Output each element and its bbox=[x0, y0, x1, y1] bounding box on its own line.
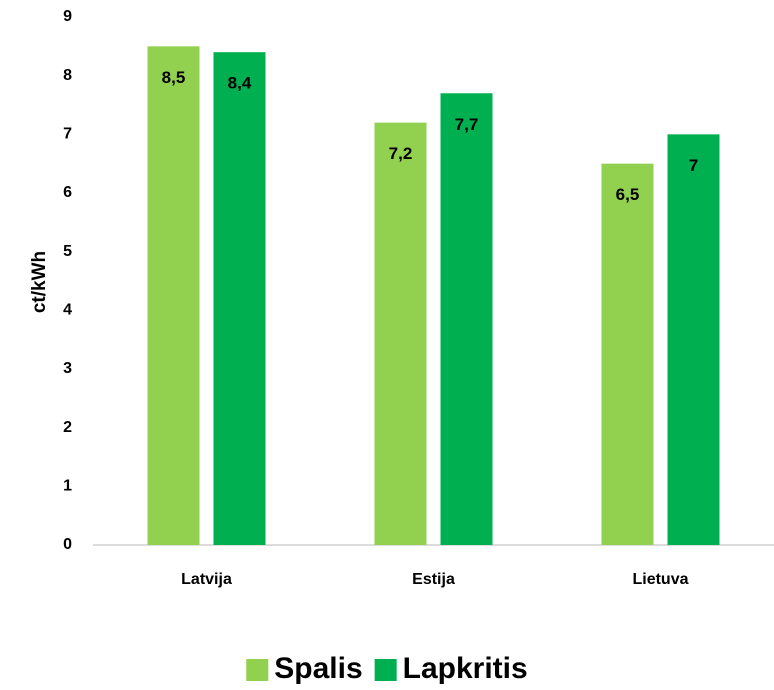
y-tick-label: 9 bbox=[63, 8, 72, 25]
x-tick-label: Lietuva bbox=[632, 571, 688, 588]
y-tick-label: 4 bbox=[63, 302, 72, 319]
data-label: 7,2 bbox=[389, 144, 413, 163]
bar bbox=[213, 52, 266, 545]
data-label: 8,4 bbox=[228, 74, 252, 93]
data-label: 6,5 bbox=[616, 185, 640, 204]
y-tick-label: 1 bbox=[63, 478, 72, 495]
y-tick-label: 0 bbox=[63, 536, 72, 553]
data-label: 8,5 bbox=[162, 68, 186, 87]
y-tick-label: 5 bbox=[63, 243, 72, 260]
x-tick-label: Estija bbox=[412, 571, 455, 588]
legend-swatch bbox=[374, 659, 397, 681]
y-tick-label: 6 bbox=[63, 184, 72, 201]
y-axis-label: ct/kWh bbox=[29, 251, 50, 313]
data-label: 7,7 bbox=[455, 115, 479, 134]
legend-label: Spalis bbox=[274, 652, 362, 685]
bar bbox=[440, 93, 493, 546]
legend-label: Lapkritis bbox=[403, 652, 528, 685]
x-tick-label: Latvija bbox=[181, 571, 232, 588]
bar bbox=[374, 122, 427, 545]
y-tick-label: 7 bbox=[63, 126, 72, 143]
bar bbox=[601, 163, 654, 545]
y-tick-label: 2 bbox=[63, 419, 72, 436]
legend-swatch bbox=[246, 659, 269, 681]
bar bbox=[667, 134, 720, 546]
y-tick-label: 8 bbox=[63, 67, 72, 84]
y-tick-label: 3 bbox=[63, 360, 72, 377]
data-label: 7 bbox=[689, 156, 698, 175]
bar bbox=[147, 46, 200, 545]
